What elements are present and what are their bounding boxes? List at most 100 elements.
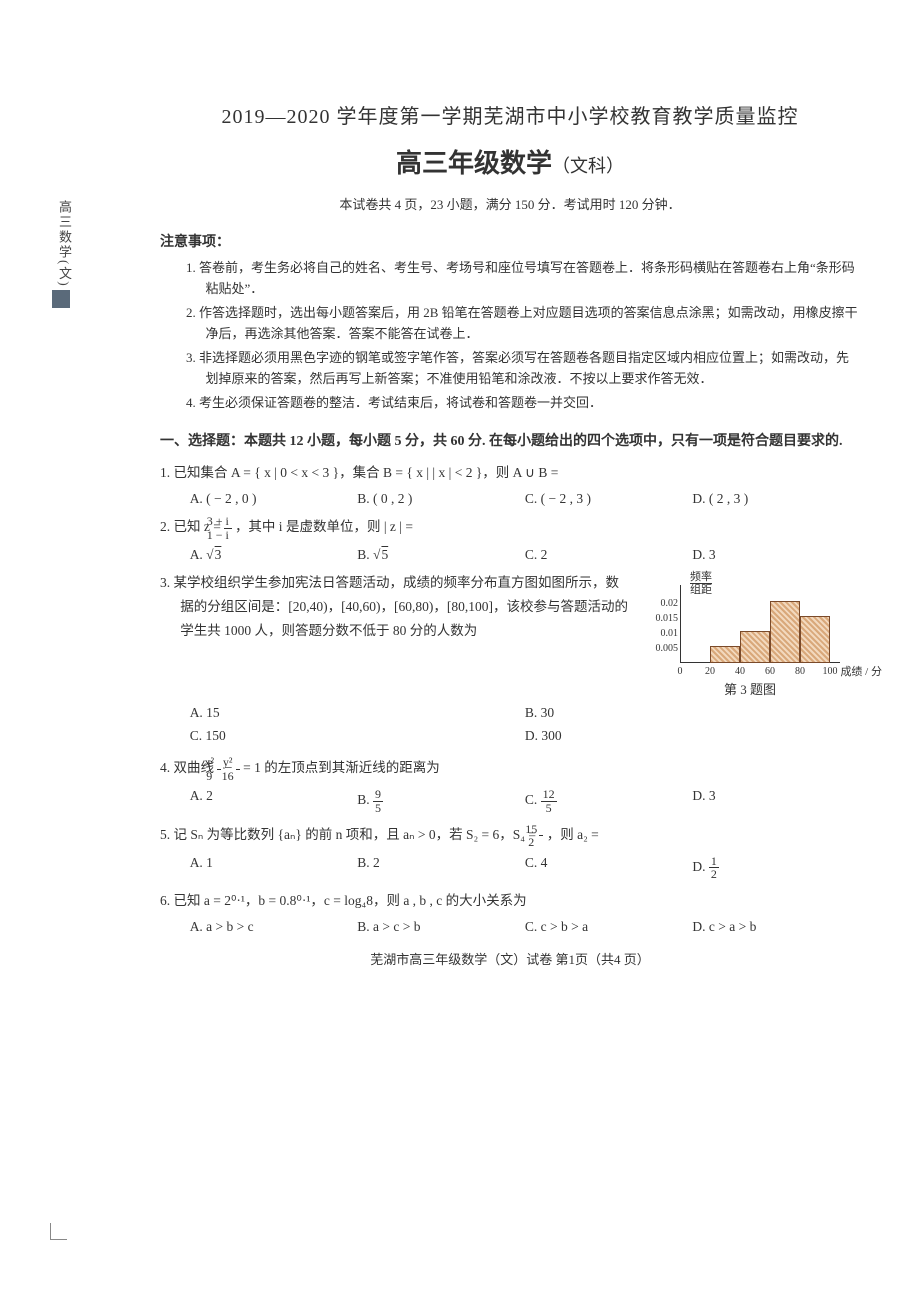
frac-den: 9 xyxy=(217,770,221,783)
question-5-options: A. 1 B. 2 C. 4 D. 12 xyxy=(160,855,860,881)
y-label-top: 频率 xyxy=(690,571,712,584)
option-a: A. 2 xyxy=(190,788,358,814)
figure-caption: 第 3 题图 xyxy=(640,679,860,698)
q4-post: = 1 的左顶点到其渐近线的距离为 xyxy=(243,760,440,775)
exam-title-line1: 2019—2020 学年度第一学期芜湖市中小学校教育教学质量监控 xyxy=(160,100,860,129)
question-6-stem: 6. 已知 a = 2⁰·¹，b = 0.8⁰·¹，c = log₄8，则 a … xyxy=(160,889,860,913)
frac-num: y² xyxy=(236,756,240,770)
x-tick: 80 xyxy=(795,666,805,677)
frac-num: 12 xyxy=(541,788,557,802)
frac-den: 1 − i xyxy=(224,529,231,542)
x-tick: 0 xyxy=(678,666,683,677)
opt-frac: 125 xyxy=(541,788,557,814)
exam-info: 本试卷共 4 页，23 小题，满分 150 分．考试用时 120 分钟． xyxy=(160,194,860,213)
x-axis-label: 成绩 / 分 xyxy=(840,663,882,679)
opt-text: A. √ xyxy=(190,547,214,562)
option-d: D. c > a > b xyxy=(692,919,860,935)
frac-num: 15 xyxy=(539,823,543,837)
x-tick: 60 xyxy=(765,666,775,677)
title-sub: （文科） xyxy=(552,156,624,176)
option-d: D. ( 2 , 3 ) xyxy=(692,491,860,507)
y-tick: 0.02 xyxy=(640,598,678,609)
option-b: B. 95 xyxy=(357,788,525,814)
option-a: A. ( − 2 , 0 ) xyxy=(190,491,358,507)
frac-num: x² xyxy=(217,756,221,770)
q4-frac1: x²9 xyxy=(217,756,221,782)
title-main: 高三年级数学 xyxy=(396,149,552,178)
question-4-options: A. 2 B. 95 C. 125 D. 3 xyxy=(160,788,860,814)
side-dark-block xyxy=(52,290,70,308)
option-b: B. 2 xyxy=(357,855,525,881)
question-2-options: A. √3 B. √5 C. 2 D. 3 xyxy=(160,547,860,563)
histogram-chart: 频率 组距 0.005 0.01 0.015 0.02 0 20 40 60 8… xyxy=(640,575,840,675)
x-tick: 40 xyxy=(735,666,745,677)
opt-pre: D. xyxy=(692,859,709,874)
option-a: A. 15 xyxy=(190,702,525,725)
y-axis-label: 频率 组距 xyxy=(690,571,712,596)
y-tick: 0.01 xyxy=(640,628,678,639)
option-c: C. 150 xyxy=(190,725,525,748)
option-b: B. √5 xyxy=(357,547,525,563)
side-tab-label: 高三数学(文) xyxy=(55,200,74,288)
option-c: C. 4 xyxy=(525,855,693,881)
frac-den: 2 xyxy=(539,836,543,849)
question-2-stem: 2. 已知 z = 3 + i1 − i ，其中 i 是虚数单位，则 | z |… xyxy=(160,515,860,541)
q5-frac: 152 xyxy=(539,823,543,849)
histogram-bar xyxy=(740,631,770,663)
option-a: A. a > b > c xyxy=(190,919,358,935)
frac-den: 16 xyxy=(236,770,240,783)
option-d: D. 300 xyxy=(525,725,860,748)
sqrt-val: 3 xyxy=(214,547,222,562)
frac-den: 2 xyxy=(709,868,719,881)
option-d: D. 12 xyxy=(692,855,860,881)
opt-pre: C. xyxy=(525,793,541,808)
opt-frac: 12 xyxy=(709,855,719,881)
y-label-bot: 组距 xyxy=(690,584,712,596)
question-3-figure: 频率 组距 0.005 0.01 0.015 0.02 0 20 40 60 8… xyxy=(640,571,860,698)
frac-num: 9 xyxy=(373,788,383,802)
section-1-heading: 一、选择题：本题共 12 小题，每小题 5 分，共 60 分. 在每小题给出的四… xyxy=(160,431,860,453)
q2-fraction: 3 + i1 − i xyxy=(224,515,231,541)
crop-mark xyxy=(50,1223,67,1240)
question-3-options: A. 15 B. 30 C. 150 D. 300 xyxy=(160,702,860,748)
option-c: C. 2 xyxy=(525,547,693,563)
frac-num: 1 xyxy=(709,855,719,869)
page-footer: 芜湖市高三年级数学（文）试卷 第1页（共4 页） xyxy=(160,949,860,968)
opt-text: B. √ xyxy=(357,547,380,562)
question-4-stem: 4. 双曲线 x²9 − y²16 = 1 的左顶点到其渐近线的距离为 xyxy=(160,756,860,782)
notice-item: 3. 非选择题必须用黑色字迹的钢笔或签字笔作答，答案必须写在答题卷各题目指定区域… xyxy=(186,347,860,390)
exam-page: 2019—2020 学年度第一学期芜湖市中小学校教育教学质量监控 高三年级数学（… xyxy=(160,100,860,968)
histogram-bar xyxy=(770,601,800,663)
q5-pre: 5. 记 Sₙ 为等比数列 {aₙ} 的前 n 项和，且 aₙ > 0，若 S₂… xyxy=(160,827,539,842)
question-6-options: A. a > b > c B. a > c > b C. c > b > a D… xyxy=(160,919,860,935)
frac-den: 5 xyxy=(541,802,557,815)
x-tick: 100 xyxy=(823,666,838,677)
q2-post: ，其中 i 是虚数单位，则 | z | = xyxy=(235,519,413,534)
question-1-stem: 1. 已知集合 A = { x | 0 < x < 3 }，集合 B = { x… xyxy=(160,461,860,485)
question-3-stem: 3. 某学校组织学生参加宪法日答题活动，成绩的频率分布直方图如图所示，数据的分组… xyxy=(160,571,630,698)
question-1-options: A. ( − 2 , 0 ) B. ( 0 , 2 ) C. ( − 2 , 3… xyxy=(160,491,860,507)
option-c: C. 125 xyxy=(525,788,693,814)
y-tick: 0.005 xyxy=(640,643,678,654)
notice-item: 1. 答卷前，考生务必将自己的姓名、考生号、考场号和座位号填写在答题卷上．将条形… xyxy=(186,257,860,300)
x-tick: 20 xyxy=(705,666,715,677)
option-b: B. a > c > b xyxy=(357,919,525,935)
option-b: B. 30 xyxy=(525,702,860,725)
exam-title-line2: 高三年级数学（文科） xyxy=(160,143,860,180)
notice-list: 1. 答卷前，考生务必将自己的姓名、考生号、考场号和座位号填写在答题卷上．将条形… xyxy=(160,257,860,413)
question-3-row: 3. 某学校组织学生参加宪法日答题活动，成绩的频率分布直方图如图所示，数据的分组… xyxy=(160,571,860,698)
q5-post: ，则 a₂ = xyxy=(547,827,599,842)
frac-den: 5 xyxy=(373,802,383,815)
notice-item: 4. 考生必须保证答题卷的整洁．考试结束后，将试卷和答题卷一并交回． xyxy=(186,392,860,413)
y-tick: 0.015 xyxy=(640,613,678,624)
sqrt-val: 5 xyxy=(380,547,388,562)
question-5-stem: 5. 记 Sₙ 为等比数列 {aₙ} 的前 n 项和，且 aₙ > 0，若 S₂… xyxy=(160,823,860,849)
frac-num: 3 + i xyxy=(224,515,231,529)
option-c: C. ( − 2 , 3 ) xyxy=(525,491,693,507)
histogram-bar xyxy=(800,616,830,663)
notice-item: 2. 作答选择题时，选出每小题答案后，用 2B 铅笔在答题卷上对应题目选项的答案… xyxy=(186,302,860,345)
option-a: A. √3 xyxy=(190,547,358,563)
option-d: D. 3 xyxy=(692,788,860,814)
option-a: A. 1 xyxy=(190,855,358,881)
option-d: D. 3 xyxy=(692,547,860,563)
